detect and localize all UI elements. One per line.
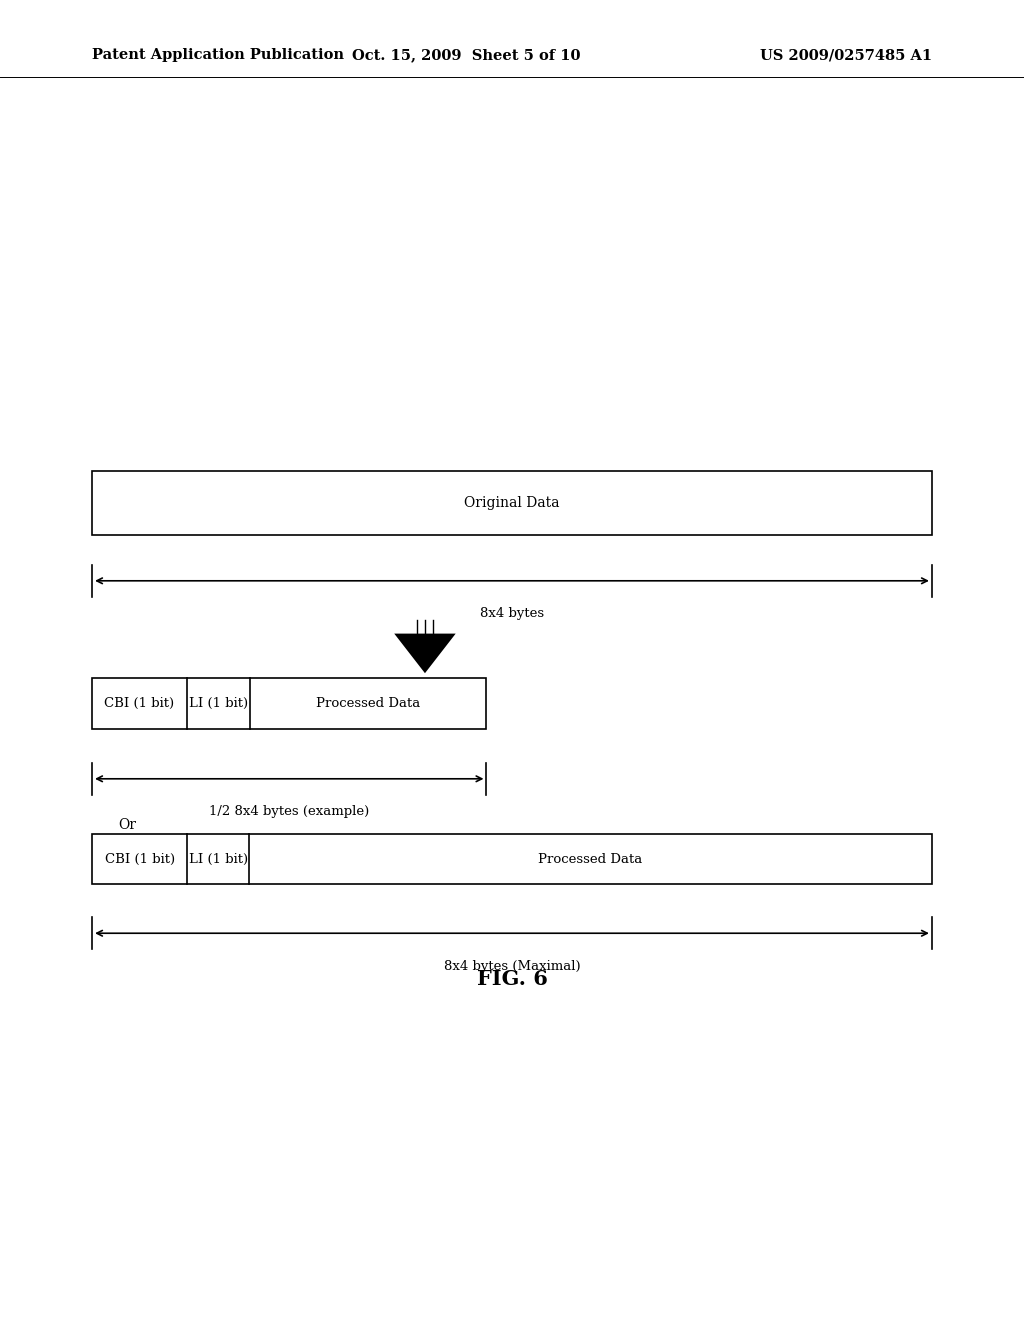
Text: Original Data: Original Data xyxy=(464,496,560,510)
Text: LI (1 bit): LI (1 bit) xyxy=(188,697,248,710)
Text: 8x4 bytes: 8x4 bytes xyxy=(480,607,544,620)
Text: 1/2 8x4 bytes (example): 1/2 8x4 bytes (example) xyxy=(209,805,370,818)
Text: FIG. 6: FIG. 6 xyxy=(476,969,548,990)
Text: Processed Data: Processed Data xyxy=(316,697,420,710)
Bar xyxy=(92,834,932,884)
Text: CBI (1 bit): CBI (1 bit) xyxy=(104,853,175,866)
Text: Processed Data: Processed Data xyxy=(539,853,643,866)
Text: Patent Application Publication: Patent Application Publication xyxy=(92,49,344,62)
Polygon shape xyxy=(394,634,456,673)
Text: US 2009/0257485 A1: US 2009/0257485 A1 xyxy=(760,49,932,62)
Bar xyxy=(92,471,932,535)
Bar xyxy=(92,678,486,729)
Text: LI (1 bit): LI (1 bit) xyxy=(188,853,248,866)
Text: CBI (1 bit): CBI (1 bit) xyxy=(104,697,174,710)
Text: Or: Or xyxy=(118,818,136,832)
Text: Oct. 15, 2009  Sheet 5 of 10: Oct. 15, 2009 Sheet 5 of 10 xyxy=(351,49,581,62)
Text: 8x4 bytes (Maximal): 8x4 bytes (Maximal) xyxy=(443,960,581,973)
